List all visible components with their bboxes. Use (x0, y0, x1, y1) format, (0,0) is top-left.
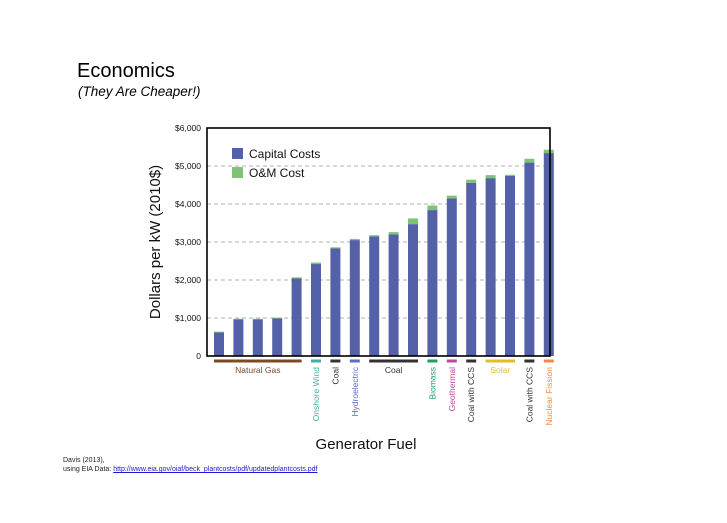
bar-om-cost (543, 149, 554, 154)
slide-subtitle: (They Are Cheaper!) (78, 84, 201, 99)
bar-om-cost (233, 318, 244, 320)
citation: Davis (2013), using EIA Data: http://www… (63, 456, 318, 474)
bar-om-cost (408, 218, 418, 225)
bar-capital-cost (233, 319, 244, 356)
group-label: Coal with CCS (524, 367, 534, 423)
cost-bar-chart: 0 $1,000 $2,000 $3,000 $4,000 $5,000 $6,000 Na… (147, 123, 554, 453)
group-marker (311, 359, 321, 363)
bar-capital-cost (446, 198, 457, 356)
group-label: Nuclear Fission (544, 367, 554, 426)
group-marker (330, 359, 341, 363)
citation-link[interactable]: http://www.eia.gov/oiaf/beck_plantcosts/… (113, 466, 318, 473)
group-label: Biomass (427, 367, 437, 400)
citation-data-line: using EIA Data: http://www.eia.gov/oiaf/… (63, 465, 318, 474)
bar-capital-cost (505, 175, 515, 356)
bar-capital-cost (349, 240, 360, 356)
bar-om-cost (446, 195, 457, 199)
y-tick-label: $1,000 (175, 313, 201, 323)
bar-om-cost (291, 277, 302, 279)
y-tick-label: $6,000 (175, 123, 201, 133)
group-marker (214, 359, 302, 363)
group-label: Hydroelectric (350, 366, 360, 416)
bar-om-cost (524, 158, 535, 163)
y-tick-label: $4,000 (175, 199, 201, 209)
y-tick-label: 0 (196, 351, 201, 361)
bar-om-cost (505, 174, 515, 176)
group-label: Coal (330, 367, 340, 385)
bar-om-cost (485, 175, 496, 179)
bar-capital-cost (543, 153, 554, 356)
bar-capital-cost (408, 224, 418, 356)
y-tick-label: $5,000 (175, 161, 201, 171)
bar-om-cost (369, 235, 380, 237)
x-axis-label: Generator Fuel (316, 436, 417, 453)
group-label: Coal with CCS (466, 367, 476, 423)
bar-capital-cost (291, 278, 302, 356)
y-tick-label: $3,000 (175, 237, 201, 247)
y-tick-label: $2,000 (175, 275, 201, 285)
bar-capital-cost (388, 234, 399, 356)
group-marker (446, 359, 457, 363)
group-marker (466, 359, 477, 363)
category-groups: Natural Gas Onshore Wind Coal Hydroelectric… (214, 359, 554, 426)
bar-capital-cost (369, 236, 380, 356)
bar-om-cost (466, 179, 477, 183)
bar-capital-cost (252, 319, 263, 356)
bar-om-cost (349, 238, 360, 241)
group-marker (543, 359, 554, 363)
group-label: Geothermal (447, 367, 457, 412)
group-marker (524, 359, 535, 363)
legend-label: Capital Costs (249, 147, 320, 161)
bar-om-cost (427, 205, 438, 211)
legend-swatch (232, 148, 243, 159)
bar-om-cost (311, 262, 321, 265)
bar-capital-cost (485, 178, 496, 356)
group-marker (349, 359, 360, 363)
y-axis-label: Dollars per kW (2010$) (147, 165, 164, 319)
group-marker (427, 359, 438, 363)
citation-prefix: using EIA Data: (63, 466, 114, 473)
bar-capital-cost (214, 332, 224, 356)
bar-capital-cost (466, 182, 477, 356)
legend-label: O&M Cost (249, 166, 305, 180)
group-label: Coal (385, 365, 403, 375)
y-tick-labels: 0 $1,000 $2,000 $3,000 $4,000 $5,000 $6,000 (175, 123, 201, 361)
bar-om-cost (214, 331, 224, 333)
slide-title: Economics (77, 60, 175, 82)
group-marker (485, 359, 515, 363)
group-label: Natural Gas (235, 365, 280, 375)
legend-swatch (232, 167, 243, 178)
bar-capital-cost (311, 264, 321, 356)
bar-om-cost (272, 317, 283, 319)
bars (214, 149, 554, 356)
group-label: Onshore Wind (311, 367, 321, 422)
bar-om-cost (388, 232, 399, 235)
bar-capital-cost (524, 162, 535, 356)
citation-source: Davis (2013), (63, 457, 105, 464)
bar-capital-cost (427, 210, 438, 356)
bar-capital-cost (272, 318, 283, 356)
legend: Capital Costs O&M Cost (232, 147, 320, 180)
group-marker (369, 359, 418, 363)
group-label: Solar (490, 365, 510, 375)
bar-om-cost (252, 318, 263, 320)
plot-frame (206, 127, 551, 357)
bar-om-cost (330, 247, 341, 249)
bar-capital-cost (330, 248, 341, 356)
